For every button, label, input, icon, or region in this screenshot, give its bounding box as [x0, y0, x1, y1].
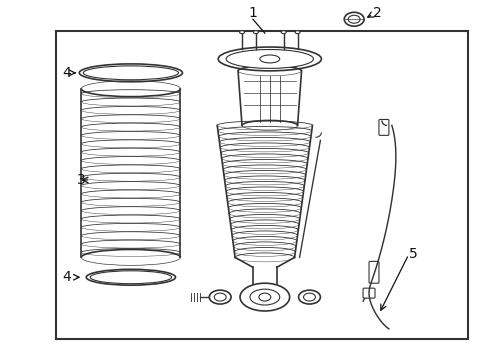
Ellipse shape — [79, 64, 182, 82]
Ellipse shape — [281, 31, 285, 33]
Ellipse shape — [209, 290, 231, 304]
Ellipse shape — [249, 289, 279, 305]
Text: 3: 3 — [77, 173, 85, 187]
Bar — [56, 31, 468, 339]
Ellipse shape — [258, 293, 270, 301]
Ellipse shape — [90, 271, 171, 284]
FancyBboxPatch shape — [368, 261, 378, 283]
Ellipse shape — [259, 55, 279, 63]
Text: 2: 2 — [372, 6, 381, 20]
Text: 4: 4 — [62, 66, 71, 80]
Ellipse shape — [83, 66, 178, 80]
Ellipse shape — [86, 269, 175, 285]
FancyBboxPatch shape — [362, 288, 374, 298]
Ellipse shape — [214, 293, 225, 301]
Ellipse shape — [347, 15, 359, 23]
Ellipse shape — [240, 283, 289, 311]
Ellipse shape — [298, 290, 320, 304]
Ellipse shape — [344, 12, 364, 26]
Ellipse shape — [239, 31, 244, 33]
Ellipse shape — [218, 47, 321, 71]
Ellipse shape — [294, 31, 300, 33]
Ellipse shape — [253, 31, 258, 33]
Text: 5: 5 — [408, 247, 417, 261]
FancyBboxPatch shape — [378, 120, 388, 135]
Ellipse shape — [225, 50, 313, 68]
Ellipse shape — [303, 293, 315, 301]
Text: 1: 1 — [248, 6, 257, 20]
Text: 4: 4 — [62, 270, 71, 284]
